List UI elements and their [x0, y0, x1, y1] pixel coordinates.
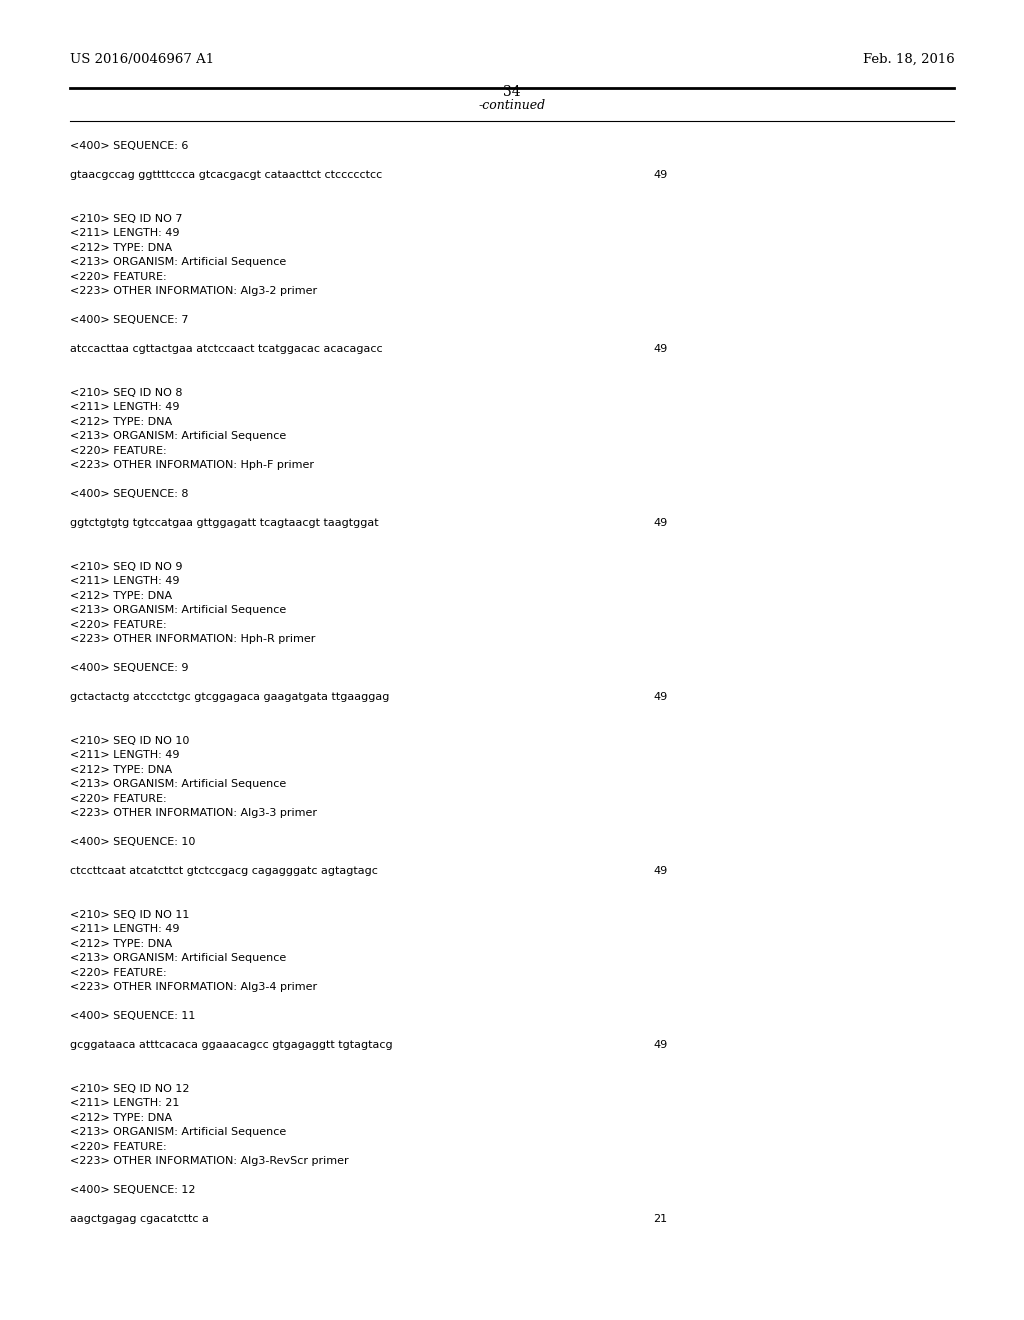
Text: <220> FEATURE:: <220> FEATURE: — [70, 793, 166, 804]
Text: <211> LENGTH: 49: <211> LENGTH: 49 — [70, 228, 179, 238]
Text: gtaacgccag ggttttccca gtcacgacgt cataacttct ctccccctcc: gtaacgccag ggttttccca gtcacgacgt cataact… — [70, 170, 382, 181]
Text: gcggataaca atttcacaca ggaaacagcc gtgagaggtt tgtagtacg: gcggataaca atttcacaca ggaaacagcc gtgagag… — [70, 1040, 392, 1051]
Text: 34: 34 — [503, 86, 521, 99]
Text: <220> FEATURE:: <220> FEATURE: — [70, 620, 166, 630]
Text: <220> FEATURE:: <220> FEATURE: — [70, 272, 166, 281]
Text: 49: 49 — [653, 345, 668, 354]
Text: 49: 49 — [653, 519, 668, 528]
Text: <400> SEQUENCE: 11: <400> SEQUENCE: 11 — [70, 1011, 195, 1022]
Text: atccacttaa cgttactgaa atctccaact tcatggacac acacagacc: atccacttaa cgttactgaa atctccaact tcatgga… — [70, 345, 382, 354]
Text: <210> SEQ ID NO 12: <210> SEQ ID NO 12 — [70, 1084, 189, 1094]
Text: <213> ORGANISM: Artificial Sequence: <213> ORGANISM: Artificial Sequence — [70, 606, 286, 615]
Text: gctactactg atccctctgc gtcggagaca gaagatgata ttgaaggag: gctactactg atccctctgc gtcggagaca gaagatg… — [70, 692, 389, 702]
Text: <213> ORGANISM: Artificial Sequence: <213> ORGANISM: Artificial Sequence — [70, 257, 286, 267]
Text: <211> LENGTH: 21: <211> LENGTH: 21 — [70, 1098, 179, 1109]
Text: aagctgagag cgacatcttc a: aagctgagag cgacatcttc a — [70, 1214, 209, 1224]
Text: <400> SEQUENCE: 10: <400> SEQUENCE: 10 — [70, 837, 195, 847]
Text: Feb. 18, 2016: Feb. 18, 2016 — [862, 53, 954, 66]
Text: <211> LENGTH: 49: <211> LENGTH: 49 — [70, 924, 179, 935]
Text: <212> TYPE: DNA: <212> TYPE: DNA — [70, 764, 172, 775]
Text: ggtctgtgtg tgtccatgaa gttggagatt tcagtaacgt taagtggat: ggtctgtgtg tgtccatgaa gttggagatt tcagtaa… — [70, 519, 378, 528]
Text: <212> TYPE: DNA: <212> TYPE: DNA — [70, 591, 172, 601]
Text: <223> OTHER INFORMATION: Hph-R primer: <223> OTHER INFORMATION: Hph-R primer — [70, 634, 315, 644]
Text: 49: 49 — [653, 170, 668, 181]
Text: <212> TYPE: DNA: <212> TYPE: DNA — [70, 417, 172, 426]
Text: <211> LENGTH: 49: <211> LENGTH: 49 — [70, 577, 179, 586]
Text: <211> LENGTH: 49: <211> LENGTH: 49 — [70, 750, 179, 760]
Text: <213> ORGANISM: Artificial Sequence: <213> ORGANISM: Artificial Sequence — [70, 779, 286, 789]
Text: <213> ORGANISM: Artificial Sequence: <213> ORGANISM: Artificial Sequence — [70, 432, 286, 441]
Text: 49: 49 — [653, 1040, 668, 1051]
Text: <212> TYPE: DNA: <212> TYPE: DNA — [70, 1113, 172, 1123]
Text: <223> OTHER INFORMATION: Hph-F primer: <223> OTHER INFORMATION: Hph-F primer — [70, 461, 313, 470]
Text: <223> OTHER INFORMATION: Alg3-RevScr primer: <223> OTHER INFORMATION: Alg3-RevScr pri… — [70, 1156, 348, 1167]
Text: 49: 49 — [653, 866, 668, 876]
Text: <211> LENGTH: 49: <211> LENGTH: 49 — [70, 403, 179, 412]
Text: <213> ORGANISM: Artificial Sequence: <213> ORGANISM: Artificial Sequence — [70, 1127, 286, 1138]
Text: <210> SEQ ID NO 9: <210> SEQ ID NO 9 — [70, 562, 182, 572]
Text: <210> SEQ ID NO 10: <210> SEQ ID NO 10 — [70, 735, 189, 746]
Text: 49: 49 — [653, 692, 668, 702]
Text: <212> TYPE: DNA: <212> TYPE: DNA — [70, 939, 172, 949]
Text: <210> SEQ ID NO 11: <210> SEQ ID NO 11 — [70, 909, 189, 920]
Text: <400> SEQUENCE: 6: <400> SEQUENCE: 6 — [70, 141, 188, 152]
Text: US 2016/0046967 A1: US 2016/0046967 A1 — [70, 53, 214, 66]
Text: <212> TYPE: DNA: <212> TYPE: DNA — [70, 243, 172, 252]
Text: <223> OTHER INFORMATION: Alg3-2 primer: <223> OTHER INFORMATION: Alg3-2 primer — [70, 286, 316, 296]
Text: <400> SEQUENCE: 8: <400> SEQUENCE: 8 — [70, 490, 188, 499]
Text: <220> FEATURE:: <220> FEATURE: — [70, 968, 166, 978]
Text: -continued: -continued — [478, 99, 546, 112]
Text: <400> SEQUENCE: 7: <400> SEQUENCE: 7 — [70, 315, 188, 325]
Text: <213> ORGANISM: Artificial Sequence: <213> ORGANISM: Artificial Sequence — [70, 953, 286, 964]
Text: <220> FEATURE:: <220> FEATURE: — [70, 446, 166, 455]
Text: <223> OTHER INFORMATION: Alg3-4 primer: <223> OTHER INFORMATION: Alg3-4 primer — [70, 982, 316, 993]
Text: <223> OTHER INFORMATION: Alg3-3 primer: <223> OTHER INFORMATION: Alg3-3 primer — [70, 808, 316, 818]
Text: <210> SEQ ID NO 8: <210> SEQ ID NO 8 — [70, 388, 182, 397]
Text: ctccttcaat atcatcttct gtctccgacg cagagggatc agtagtagc: ctccttcaat atcatcttct gtctccgacg cagaggg… — [70, 866, 378, 876]
Text: <400> SEQUENCE: 9: <400> SEQUENCE: 9 — [70, 663, 188, 673]
Text: <220> FEATURE:: <220> FEATURE: — [70, 1142, 166, 1152]
Text: <400> SEQUENCE: 12: <400> SEQUENCE: 12 — [70, 1185, 196, 1195]
Text: <210> SEQ ID NO 7: <210> SEQ ID NO 7 — [70, 214, 182, 223]
Text: 21: 21 — [653, 1214, 668, 1224]
